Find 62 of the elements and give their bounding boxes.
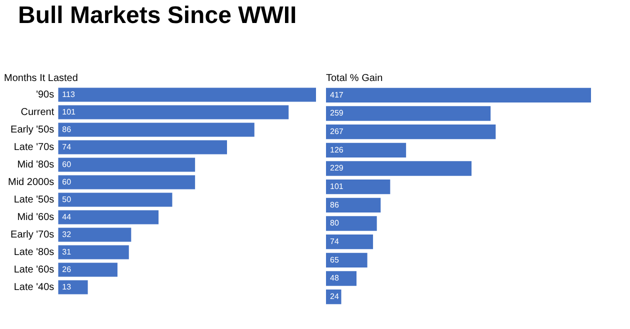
bar [326,216,377,231]
data-label: 80 [330,218,340,228]
data-label: 267 [330,127,344,136]
data-label: 259 [330,108,344,118]
data-label: 417 [330,90,344,100]
y-tick-label: Early '70s [10,230,54,240]
bar [326,271,357,286]
bar [326,161,472,176]
data-label: 13 [62,282,72,292]
bar [58,175,196,190]
bar [58,245,129,260]
data-label: 74 [330,237,340,246]
data-label: 86 [330,200,340,210]
data-label: 26 [62,264,72,274]
y-tick-label: Mid '80s [17,160,54,170]
y-tick-label: Late '80s [14,247,54,258]
chart-subtitle: Total % Gain [326,72,383,84]
data-label: 24 [330,292,340,302]
data-label: 86 [62,124,72,134]
data-label: 65 [330,255,340,264]
bar [326,252,368,268]
data-label: 50 [62,194,72,204]
bar [58,105,289,120]
data-label: 74 [62,142,72,152]
bar [58,88,316,102]
data-label: 44 [62,212,72,222]
bar [58,280,88,294]
data-label: 31 [62,247,72,256]
data-label: 48 [330,274,340,283]
chart-subtitle: Months It Lasted [4,72,78,84]
bar [58,192,172,207]
bar [58,262,118,277]
bar [58,210,159,224]
bar [326,88,591,102]
data-label: 60 [62,177,72,186]
data-label: 60 [62,160,72,169]
bar [326,234,374,250]
bar [58,228,132,242]
bar [326,180,390,194]
bar [58,140,228,154]
data-label: 126 [330,145,344,154]
data-label: 113 [62,90,76,99]
data-label: 32 [62,230,72,239]
data-label: 229 [330,164,344,173]
y-tick-label: Late '50s [14,194,54,206]
y-tick-label: '90s [36,90,54,100]
bar [326,124,496,140]
chart-title: Bull Markets Since WWII [18,2,297,30]
bar [326,198,381,212]
data-label: 101 [330,182,344,192]
bar [326,106,491,121]
bar [58,158,196,172]
bar [58,122,254,137]
y-tick-label: Early '50s [10,124,54,136]
y-tick-label: Late '40s [14,282,54,293]
y-tick-label: Current [20,107,54,118]
data-label: 101 [62,107,76,116]
y-tick-label: Mid '60s [17,212,54,223]
y-tick-label: Late '70s [14,142,54,153]
y-tick-label: Late '60s [14,264,54,276]
y-tick-label: Mid 2000s [8,177,54,188]
bar [326,142,406,158]
